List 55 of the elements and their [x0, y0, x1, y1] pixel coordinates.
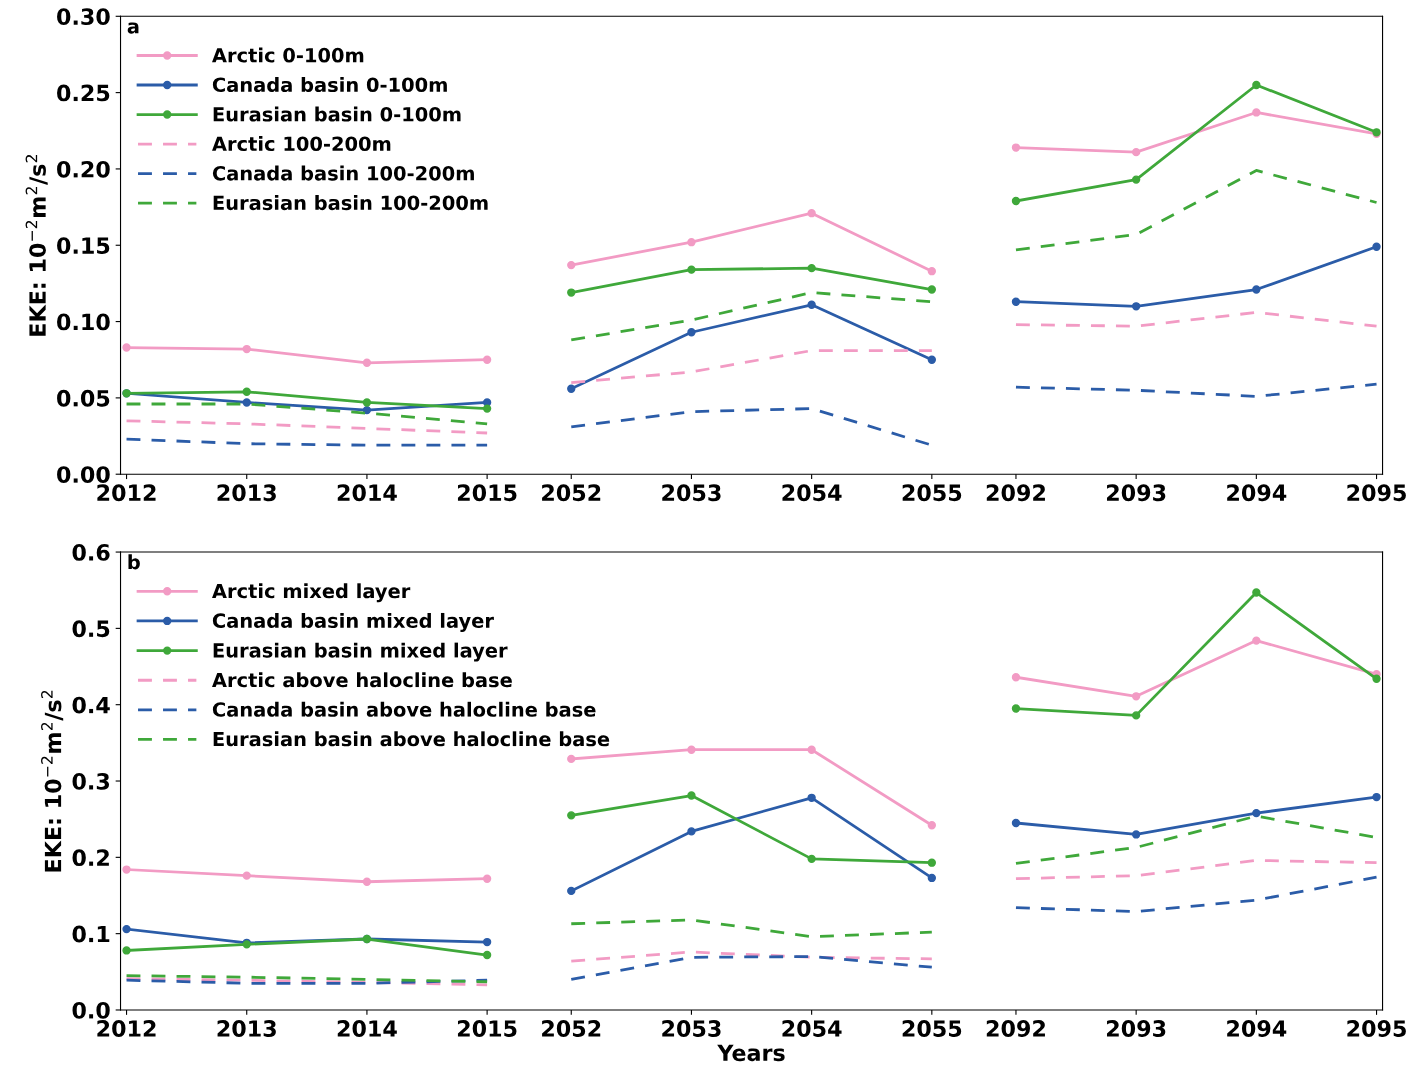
x-tick-label: 2013 [217, 484, 276, 502]
y-tick-label: 0.2 [72, 849, 109, 867]
y-tick-label: 0.15 [57, 237, 110, 255]
y-tick-label: 0.30 [57, 8, 110, 26]
x-tick-label: 2092 [986, 484, 1045, 502]
legend-label: Arctic 0-100m [212, 47, 364, 63]
y-tick-label: 0.5 [72, 620, 110, 638]
chart-title: b [128, 554, 140, 570]
y-tick-label: 0.20 [57, 160, 110, 178]
x-tick-label: 2015 [457, 1020, 517, 1037]
x-tick-label: 2053 [662, 1020, 721, 1037]
x-tick-label: 2094 [1227, 484, 1287, 502]
y-axis-title: EKE: 10$^{−2}$m$^{2}$/s$^{2}$ [41, 690, 64, 872]
y-tick-label: 0.4 [72, 696, 110, 714]
legend-label: Eurasian basin above halocline base [213, 731, 610, 747]
x-tick-label: 2094 [1227, 1020, 1287, 1037]
legend-label: Arctic mixed layer [212, 583, 411, 603]
legend-label: Eurasian basin mixed layer [213, 642, 508, 662]
y-tick-label: 0.1 [72, 925, 110, 943]
legend-label: Arctic 100-200m [212, 136, 391, 152]
x-tick-label: 2093 [1106, 484, 1166, 502]
x-tick-label: 2054 [782, 1020, 842, 1037]
x-tick-label: 2015 [457, 484, 517, 502]
x-tick-label: 2093 [1106, 1020, 1166, 1037]
x-tick-label: 2012 [97, 484, 156, 502]
y-tick-label: 0.6 [72, 544, 110, 561]
legend-label: Canada basin 0-100m [212, 77, 447, 93]
y-tick-label: 0.3 [72, 772, 110, 790]
chart-title: a [127, 22, 139, 34]
x-tick-label: 2053 [662, 484, 721, 502]
x-tick-label: 2012 [97, 1020, 156, 1037]
y-tick-label: 0.10 [57, 313, 110, 331]
x-tick-label: 2095 [1347, 1020, 1406, 1037]
x-tick-label: 2014 [337, 1020, 397, 1037]
y-tick-label: 0.00 [57, 466, 110, 483]
legend-label: Eurasian basin 0-100m [213, 106, 461, 122]
x-tick-label: 2055 [902, 484, 962, 502]
y-tick-label: 0.25 [57, 84, 110, 102]
x-tick-label: 2013 [217, 1020, 276, 1037]
y-tick-label: 0.0 [72, 1001, 110, 1019]
x-tick-label: 2014 [337, 484, 397, 502]
legend-label: Canada basin mixed layer [212, 612, 494, 632]
legend-label: Canada basin above halocline base [212, 701, 596, 717]
x-tick-label: 2052 [542, 1020, 601, 1037]
x-tick-label: 2052 [542, 484, 601, 502]
x-tick-label: 2092 [986, 1020, 1045, 1037]
x-tick-label: 2095 [1347, 484, 1406, 502]
x-tick-label: 2054 [782, 484, 842, 502]
legend-label: Canada basin 100-200m [212, 165, 474, 181]
x-tick-label: 2055 [902, 1020, 962, 1037]
x-axis-title: Years [717, 1044, 785, 1062]
y-axis-title: EKE: 10$^{−2}$m$^{2}$/s$^{2}$ [25, 155, 48, 336]
legend-label: Eurasian basin 100-200m [213, 195, 488, 211]
legend-label: Arctic above halocline base [212, 672, 512, 688]
y-tick-label: 0.05 [57, 389, 110, 407]
